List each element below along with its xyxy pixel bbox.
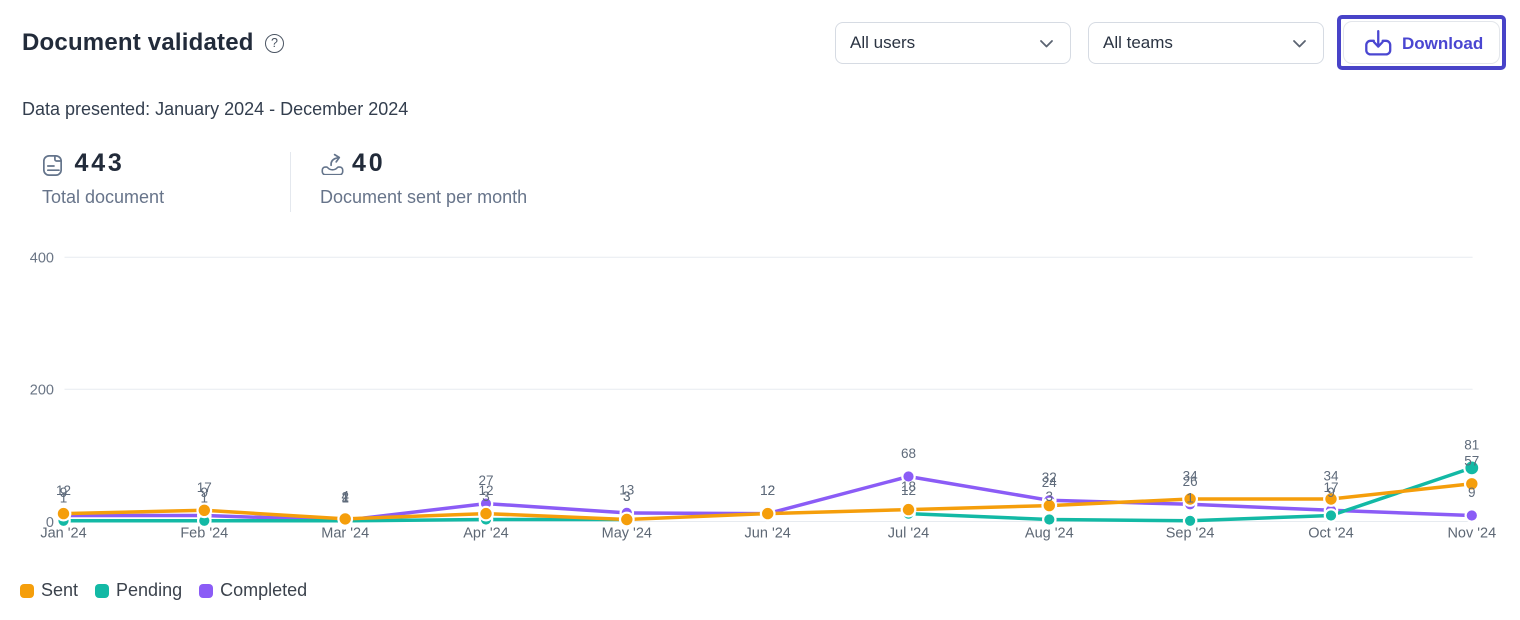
svg-text:Feb '24: Feb '24 <box>180 526 228 542</box>
svg-text:17: 17 <box>1323 480 1338 495</box>
svg-text:Jun '24: Jun '24 <box>745 526 791 542</box>
svg-text:Oct '24: Oct '24 <box>1308 526 1353 542</box>
svg-text:400: 400 <box>30 251 54 267</box>
svg-text:9: 9 <box>1327 485 1335 500</box>
svg-text:200: 200 <box>30 383 54 399</box>
svg-text:34: 34 <box>1323 469 1339 484</box>
svg-text:12: 12 <box>478 483 493 498</box>
svg-text:9: 9 <box>201 485 209 500</box>
svg-text:4: 4 <box>341 488 349 503</box>
svg-text:18: 18 <box>901 479 916 494</box>
svg-text:3: 3 <box>623 489 631 504</box>
svg-text:34: 34 <box>1183 469 1199 484</box>
svg-text:24: 24 <box>1042 475 1058 490</box>
svg-text:Mar '24: Mar '24 <box>321 526 369 542</box>
svg-text:26: 26 <box>1183 474 1198 489</box>
svg-text:1: 1 <box>201 490 209 505</box>
svg-text:27: 27 <box>478 473 493 488</box>
svg-text:12: 12 <box>56 483 71 498</box>
svg-text:81: 81 <box>1464 437 1479 452</box>
svg-text:12: 12 <box>760 483 775 498</box>
svg-text:3: 3 <box>1046 489 1054 504</box>
svg-text:3: 3 <box>482 489 490 504</box>
svg-text:12: 12 <box>901 483 916 498</box>
svg-text:May '24: May '24 <box>602 526 652 542</box>
svg-text:Jul '24: Jul '24 <box>888 526 929 542</box>
svg-text:0: 0 <box>46 515 54 531</box>
svg-text:9: 9 <box>60 485 68 500</box>
svg-text:Jan '24: Jan '24 <box>40 526 86 542</box>
svg-text:1: 1 <box>341 490 349 505</box>
svg-text:32: 32 <box>1042 470 1057 485</box>
svg-text:1: 1 <box>1186 490 1194 505</box>
svg-text:1: 1 <box>60 490 68 505</box>
svg-text:9: 9 <box>1468 485 1476 500</box>
svg-text:Aug '24: Aug '24 <box>1025 526 1074 542</box>
svg-text:12: 12 <box>760 483 775 498</box>
svg-text:68: 68 <box>901 446 916 461</box>
svg-text:17: 17 <box>197 480 212 495</box>
svg-text:Apr '24: Apr '24 <box>463 526 509 542</box>
svg-text:3: 3 <box>623 489 631 504</box>
svg-text:13: 13 <box>619 482 634 497</box>
svg-text:57: 57 <box>1464 453 1479 468</box>
svg-text:Nov '24: Nov '24 <box>1447 526 1496 542</box>
svg-text:Sep '24: Sep '24 <box>1166 526 1215 542</box>
svg-text:2: 2 <box>341 490 349 505</box>
